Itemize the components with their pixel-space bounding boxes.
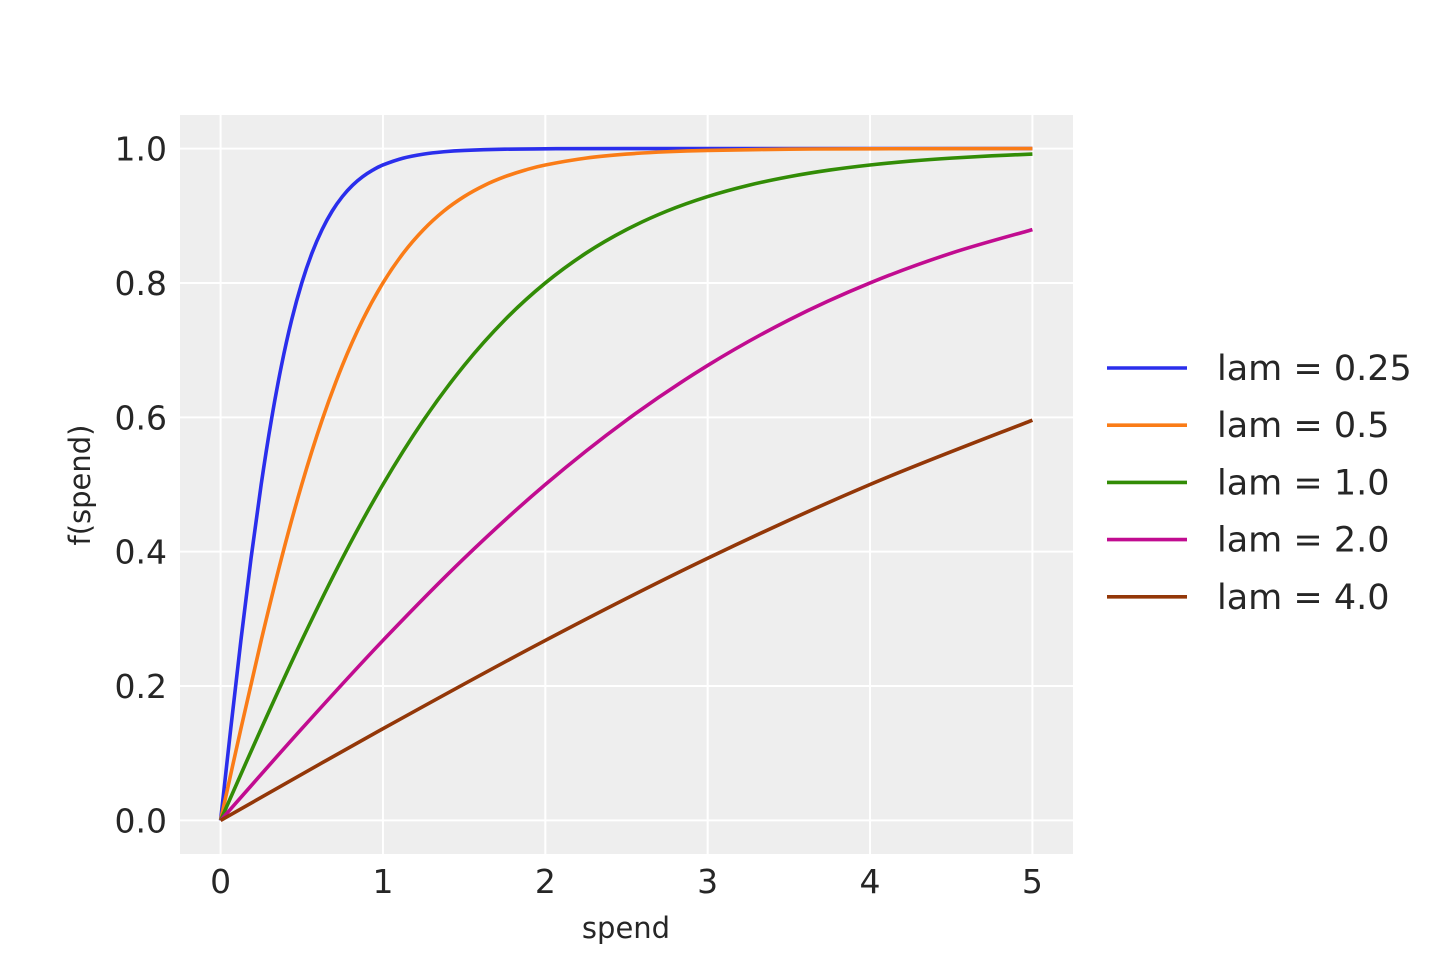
x-tick-labels: 0 1 2 3 4 5 (210, 862, 1043, 901)
x-tick-label: 3 (697, 862, 718, 901)
legend-label: lam = 0.5 (1217, 406, 1390, 446)
x-tick-label: 4 (860, 862, 881, 901)
series-line-3 (219, 227, 1033, 822)
y-tick-labels: 0.0 0.2 0.4 0.6 0.8 1.0 (115, 130, 167, 841)
x-tick-label: 2 (535, 862, 556, 901)
y-tick-label: 0.2 (115, 667, 167, 706)
x-tick-label: 0 (210, 862, 231, 901)
x-tick-label: 1 (372, 862, 393, 901)
legend-label: lam = 1.0 (1217, 463, 1390, 503)
x-tick-label: 5 (1022, 862, 1043, 901)
x-axis-label: spend (582, 911, 670, 945)
y-tick-label: 0.0 (115, 801, 167, 840)
series-line-4 (219, 418, 1034, 822)
series-line-0 (218, 146, 1033, 821)
y-tick-label: 0.4 (115, 533, 167, 572)
plot-area (180, 115, 1073, 854)
legend: lam = 0.25 lam = 0.5 lam = 1.0 lam = 2.0 lam… (1107, 349, 1412, 618)
legend-label: lam = 2.0 (1217, 521, 1390, 561)
series-line-2 (218, 152, 1033, 822)
y-tick-label: 0.8 (115, 264, 167, 303)
series-lines (218, 146, 1034, 822)
y-tick-label: 1.0 (115, 130, 167, 169)
legend-label: lam = 4.0 (1217, 578, 1390, 618)
legend-label: lam = 0.25 (1217, 349, 1412, 389)
series-line-1 (218, 146, 1033, 821)
y-tick-label: 0.6 (115, 398, 167, 437)
y-axis-label: f(spend) (63, 425, 97, 546)
